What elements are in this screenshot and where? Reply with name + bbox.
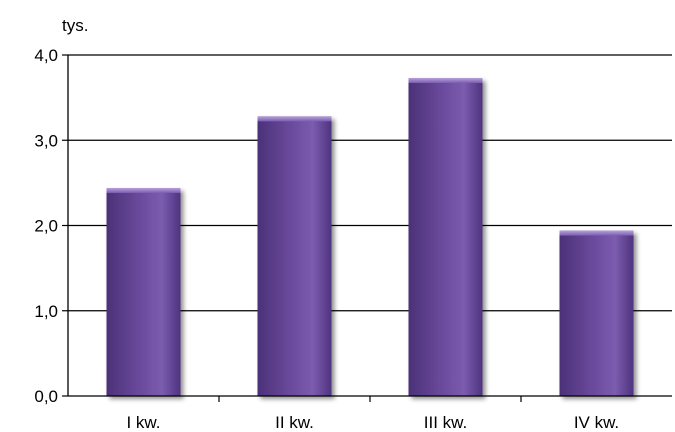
- bar-body: [559, 230, 634, 396]
- x-axis-labels: I kw. II kw. III kw. IV kw.: [126, 396, 619, 432]
- y-axis-ticks: 0,0 1,0 2,0 3,0 4,0: [34, 46, 68, 406]
- y-tick-label: 3,0: [34, 131, 58, 150]
- y-tick-label: 0,0: [34, 387, 58, 406]
- bar: [559, 230, 634, 396]
- y-tick-label: 1,0: [34, 302, 58, 321]
- y-tick-label: 4,0: [34, 46, 58, 65]
- bar-body: [408, 78, 483, 396]
- bar: [106, 187, 181, 396]
- bar-cap: [106, 187, 181, 193]
- y-tick-label: 2,0: [34, 217, 58, 236]
- x-category-label: I kw.: [126, 413, 160, 432]
- bars: [106, 78, 634, 396]
- bar-cap: [408, 78, 483, 84]
- bar-cap: [559, 230, 634, 236]
- bar: [257, 116, 332, 396]
- bar-body: [106, 187, 181, 396]
- y-unit-label: tys.: [62, 16, 88, 35]
- bar-body: [257, 116, 332, 396]
- bar: [408, 78, 483, 396]
- x-category-label: III kw.: [424, 413, 467, 432]
- x-category-label: II kw.: [275, 413, 314, 432]
- bar-cap: [257, 116, 332, 122]
- x-category-label: IV kw.: [574, 413, 619, 432]
